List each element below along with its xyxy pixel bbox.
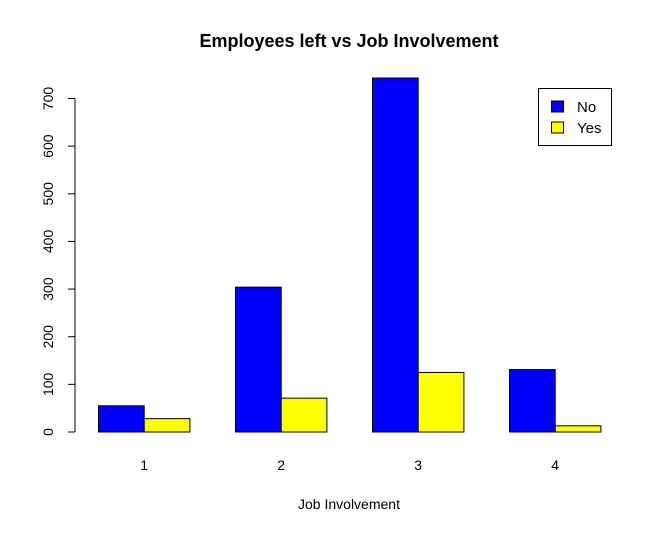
legend-box <box>538 88 612 146</box>
bar-no-1 <box>98 405 145 433</box>
y-tick-label: 700 <box>40 87 56 111</box>
y-axis: 0 100 200 300 400 500 600 700 <box>40 87 76 436</box>
legend-swatch-no <box>551 100 564 113</box>
x-tick-label: 4 <box>551 457 559 473</box>
x-axis-title: Job Involvement <box>298 496 400 512</box>
bar-yes-2 <box>280 397 328 433</box>
bar-yes-3 <box>417 371 465 433</box>
x-tick-label: 1 <box>140 457 148 473</box>
y-tick-label: 400 <box>40 230 56 254</box>
chart-title: Employees left vs Job Involvement <box>199 31 498 51</box>
bar-no-3 <box>372 77 419 433</box>
x-tick-label: 2 <box>277 457 285 473</box>
y-tick-label: 0 <box>40 428 56 436</box>
legend-label-yes: Yes <box>577 120 601 137</box>
y-tick-label: 500 <box>40 182 56 206</box>
bar-yes-4 <box>554 425 602 433</box>
x-tick-labels: 1 2 3 4 <box>140 457 559 473</box>
y-tick-label: 100 <box>40 372 56 396</box>
bar-yes-1 <box>143 418 191 433</box>
bars <box>98 77 602 433</box>
y-tick-label: 600 <box>40 134 56 158</box>
legend-swatch-yes <box>551 121 564 134</box>
y-tick-label: 200 <box>40 325 56 349</box>
bar-no-4 <box>509 369 556 433</box>
legend-label-no: No <box>577 99 596 116</box>
legend: No Yes <box>538 88 612 146</box>
y-tick-label: 300 <box>40 277 56 301</box>
x-tick-label: 3 <box>414 457 422 473</box>
bar-no-2 <box>235 286 282 433</box>
